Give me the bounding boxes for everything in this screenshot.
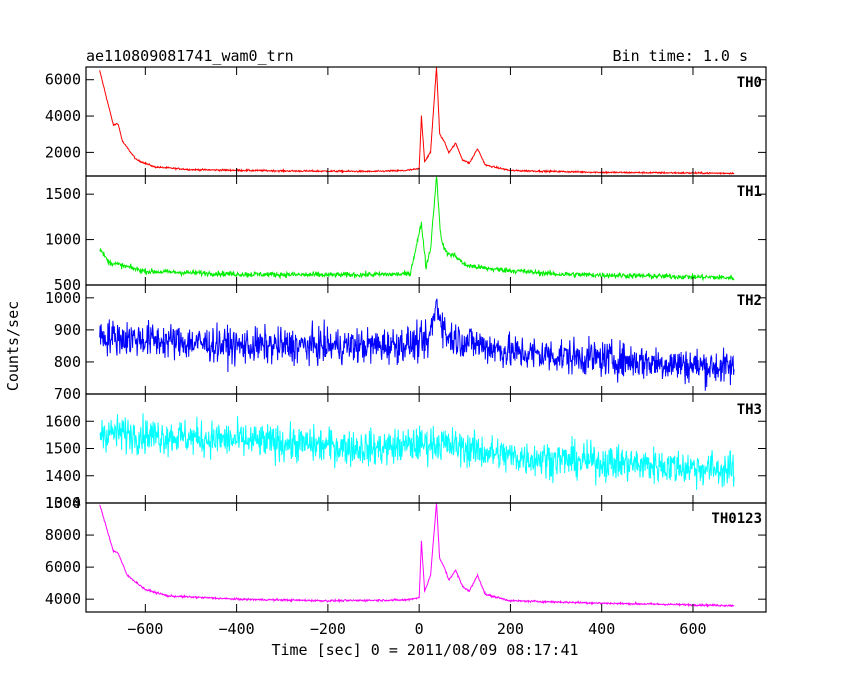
y-tick-label: 1300	[45, 494, 81, 512]
panel-label-th3: TH3	[737, 402, 762, 418]
series-line-th0123	[99, 503, 735, 608]
x-tick-label: −400	[219, 620, 255, 638]
y-axis-label: Counts/sec	[4, 301, 22, 391]
x-axis-label: Time [sec] 0 = 2011/08/09 08:17:41	[271, 641, 578, 659]
panel-label-th2: TH2	[737, 293, 762, 309]
y-tick-label: 700	[54, 385, 81, 403]
y-tick-label: 1500	[45, 440, 81, 458]
panel-label-th0123: TH0123	[711, 511, 762, 527]
y-tick-label: 2000	[45, 143, 81, 161]
x-tick-label: −600	[127, 620, 163, 638]
panel-label-th0: TH0	[737, 75, 762, 91]
y-tick-label: 1000	[45, 231, 81, 249]
y-tick-label: 10^4	[45, 494, 81, 512]
x-tick-label: 600	[679, 620, 706, 638]
y-tick-label: 500	[54, 276, 81, 294]
series-line-th3	[99, 413, 735, 490]
x-tick-label: 400	[588, 620, 615, 638]
y-tick-label: 6000	[45, 71, 81, 89]
y-tick-label: 900	[54, 321, 81, 339]
y-tick-label: 1000	[45, 289, 81, 307]
y-tick-label: 1400	[45, 467, 81, 485]
series-line-th1	[99, 176, 735, 282]
series-line-th0	[99, 67, 735, 176]
y-tick-label: 1600	[45, 412, 81, 430]
x-tick-label: −200	[310, 620, 346, 638]
x-tick-label: 0	[415, 620, 424, 638]
chart-title: ae110809081741_wam0_trn	[86, 47, 294, 65]
series-line-th2	[99, 298, 735, 391]
y-tick-label: 6000	[45, 558, 81, 576]
y-tick-label: 800	[54, 353, 81, 371]
y-tick-label: 8000	[45, 526, 81, 544]
panel-label-th1: TH1	[737, 184, 762, 200]
y-tick-label: 4000	[45, 107, 81, 125]
bin-time-label: Bin time: 1.0 s	[613, 47, 748, 65]
y-tick-label: 1500	[45, 185, 81, 203]
x-tick-label: 200	[497, 620, 524, 638]
y-tick-label: 4000	[45, 590, 81, 608]
panel-frame-th0123	[85, 502, 767, 613]
